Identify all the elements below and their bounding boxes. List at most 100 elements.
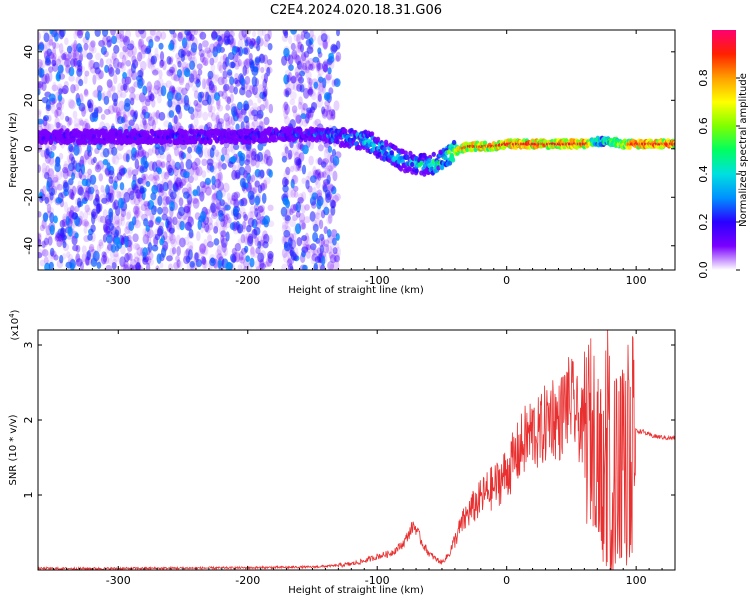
spectrogram-noise-cell xyxy=(150,192,157,201)
spectrogram-noise-cell xyxy=(59,111,65,121)
spectrogram-noise-cell xyxy=(185,159,193,170)
spectrogram-carrier-cell xyxy=(263,136,268,142)
spectrogram-noise-cell xyxy=(155,265,160,270)
spectrogram-noise-cell xyxy=(157,161,163,169)
spectrogram-noise-cell xyxy=(122,152,129,163)
spectrogram-noise-cell xyxy=(188,73,195,83)
spectrogram-noise-cell xyxy=(81,197,88,205)
spectrogram-noise-cell xyxy=(112,154,120,165)
spectrogram-noise-cell xyxy=(105,264,113,270)
spectrogram-noise-cell xyxy=(47,198,53,206)
spectrogram-y-tick-label: 40 xyxy=(22,45,35,59)
spectrogram-noise-cell xyxy=(234,72,239,80)
spectrogram-noise-cell xyxy=(194,212,201,221)
spectrogram-noise-cell xyxy=(92,156,97,164)
spectrogram-noise-cell xyxy=(217,30,225,38)
spectrogram-noise-cell xyxy=(194,108,202,119)
spectrogram-noise-cell xyxy=(169,247,175,257)
spectrogram-noise-cell xyxy=(62,84,69,95)
spectrogram-noise-cell xyxy=(114,220,121,227)
spectrogram-noise-cell xyxy=(72,110,78,119)
spectrogram-noise-cell xyxy=(54,108,59,119)
spectrogram-noise-cell xyxy=(135,243,141,251)
spectrogram-noise-cell xyxy=(193,90,199,99)
spectrogram-noise-cell xyxy=(158,42,164,50)
spectrogram-noise-cell xyxy=(132,205,139,215)
spectrogram-noise-cell xyxy=(328,108,336,117)
spectrogram-noise-cell xyxy=(215,111,220,123)
spectrogram-noise-cell xyxy=(263,116,270,126)
spectrogram-noise-cell xyxy=(144,98,151,107)
spectrogram-noise-cell xyxy=(221,163,227,170)
spectrogram-noise-cell xyxy=(291,51,299,61)
spectrogram-noise-cell xyxy=(229,61,236,69)
spectrogram-noise-cell xyxy=(332,252,340,262)
spectrogram-noise-cell xyxy=(68,178,74,186)
spectrogram-noise-cell xyxy=(148,93,155,102)
spectrogram-noise-cell xyxy=(290,204,297,214)
spectrogram-noise-cell xyxy=(159,59,165,67)
spectrogram-noise-cell xyxy=(47,123,55,132)
spectrogram-noise-cell xyxy=(321,197,328,209)
spectrogram-noise-cell xyxy=(231,106,238,117)
spectrogram-noise-cell xyxy=(64,37,69,46)
spectrogram-noise-cell xyxy=(140,44,148,55)
spectrogram-noise-cell xyxy=(188,77,194,88)
spectrogram-noise-cell xyxy=(68,75,75,82)
spectrogram-y-tick-label: -40 xyxy=(22,237,35,255)
spectrogram-noise-cell xyxy=(67,51,72,60)
colorbar-tick-label: 0.8 xyxy=(697,69,710,87)
spectrogram-noise-cell xyxy=(243,43,250,52)
spectrogram-noise-cell xyxy=(149,30,156,36)
spectrogram-carrier-cell xyxy=(71,137,76,143)
spectrogram-noise-cell xyxy=(257,38,264,46)
spectrogram-noise-cell xyxy=(78,168,83,179)
spectrogram-noise-cell xyxy=(113,107,121,114)
spectrogram-noise-cell xyxy=(220,33,226,43)
spectrogram-noise-cell xyxy=(225,104,231,111)
spectrogram-carrier-cell xyxy=(414,168,419,174)
spectrogram-noise-cell xyxy=(165,152,172,163)
spectrogram-noise-cell xyxy=(190,42,198,53)
spectrogram-y-tick-label: -20 xyxy=(22,188,35,206)
spectrogram-noise-cell xyxy=(213,238,220,246)
spectrogram-noise-cell xyxy=(176,173,182,181)
spectrogram-noise-cell xyxy=(298,192,304,202)
spectrogram-noise-cell xyxy=(300,113,307,120)
spectrogram-noise-cell xyxy=(122,35,128,43)
spectrogram-noise-cell xyxy=(128,221,135,231)
spectrogram-noise-cell xyxy=(63,201,69,213)
spectrogram-noise-cell xyxy=(175,255,180,263)
spectrogram-noise-cell xyxy=(67,162,75,172)
spectrogram-noise-cell xyxy=(38,142,42,153)
spectrogram-noise-cell xyxy=(155,30,162,40)
spectrogram-noise-cell xyxy=(244,245,249,253)
spectrogram-noise-cell xyxy=(298,219,306,231)
spectrogram-noise-cell xyxy=(245,232,252,241)
spectrogram-noise-cell xyxy=(97,215,103,223)
spectrogram-x-tick-label: -300 xyxy=(106,274,131,287)
spectrogram-noise-cell xyxy=(160,247,167,258)
spectrogram-noise-cell xyxy=(148,90,153,101)
spectrogram-noise-cell xyxy=(207,70,214,80)
spectrogram-noise-cell xyxy=(244,159,251,166)
spectrogram-noise-cell xyxy=(155,216,162,223)
spectrogram-noise-cell xyxy=(247,193,254,203)
spectrogram-noise-cell xyxy=(95,162,100,170)
spectrogram-noise-cell xyxy=(265,155,273,167)
spectrogram-noise-cell xyxy=(127,43,135,51)
spectrogram-noise-cell xyxy=(293,53,300,64)
spectrogram-noise-cell xyxy=(139,251,145,261)
spectrogram-noise-cell xyxy=(150,55,157,65)
spectrogram-noise-cell xyxy=(54,235,60,242)
spectrogram-noise-cell xyxy=(327,234,334,244)
spectrogram-noise-cell xyxy=(87,99,92,109)
spectrogram-noise-cell xyxy=(48,180,54,190)
spectrogram-noise-cell xyxy=(251,66,259,77)
spectrogram-noise-cell xyxy=(68,143,74,153)
spectrogram-noise-cell xyxy=(215,40,222,48)
spectrogram-noise-cell xyxy=(303,235,311,247)
spectrogram-noise-cell xyxy=(216,99,221,110)
spectrogram-noise-cell xyxy=(248,40,254,50)
